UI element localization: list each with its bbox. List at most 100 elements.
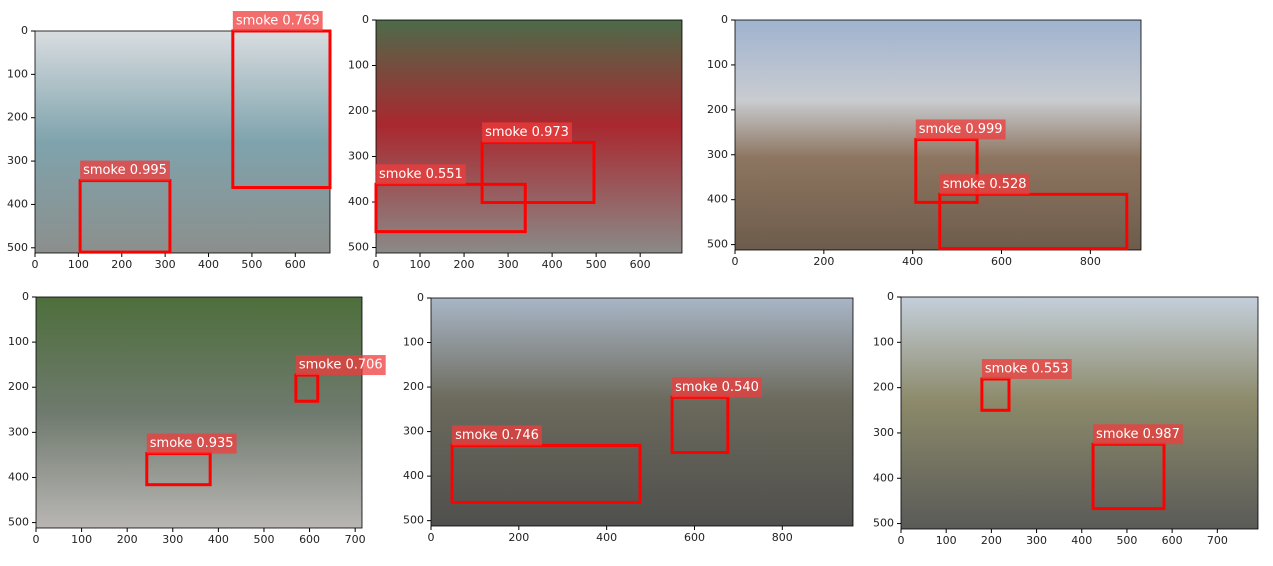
panel: 0 200 400 600 800 0 100 200 300 400 500 smoke 0.999… [707, 13, 1142, 268]
detection-label: smoke 0.528 [943, 177, 1027, 192]
x-tick-label: 400 [902, 255, 923, 268]
y-tick-label: 200 [403, 380, 424, 393]
y-tick-label: 100 [873, 335, 894, 348]
y-tick-label: 400 [873, 471, 894, 484]
axes-frame [734, 19, 1142, 251]
y-tick-label: 100 [403, 336, 424, 349]
detection-label-bg [482, 122, 572, 143]
photo [35, 31, 330, 253]
detection-label-bg [1093, 424, 1183, 445]
x-tick-label: 300 [498, 258, 519, 271]
y-tick-label: 500 [7, 241, 28, 254]
y-tick-label: 500 [348, 241, 369, 254]
panel: 0 200 400 600 800 0 100 200 300 400 500 smoke 0.540… [403, 291, 854, 544]
x-tick-label: 500 [1116, 534, 1137, 547]
x-tick-label: 200 [981, 534, 1002, 547]
x-tick-label: 200 [111, 258, 132, 271]
panel: 0 100 200 300 400 500 600 0 100 200 300 400 500 smoke… [7, 11, 332, 271]
x-tick-label: 500 [586, 258, 607, 271]
axes-frame [375, 19, 683, 254]
panel: 0 100 200 300 400 500 600 0 100 200 300 400 500 smoke… [348, 13, 683, 271]
y-tick-label: 100 [707, 58, 728, 71]
detection-label: smoke 0.935 [150, 436, 234, 451]
y-tick-label: 100 [348, 59, 369, 72]
y-tick-label: 200 [8, 380, 29, 393]
x-tick-label: 0 [428, 531, 435, 544]
detection-label-bg [232, 11, 323, 31]
detection-label-bg [452, 425, 542, 446]
y-tick-label: 400 [403, 469, 424, 482]
x-tick-label: 0 [373, 258, 380, 271]
y-tick-label: 0 [22, 290, 29, 303]
x-tick-label: 100 [71, 533, 92, 546]
x-tick-label: 600 [630, 258, 651, 271]
photo [901, 297, 1258, 529]
detection-label: smoke 0.551 [379, 167, 463, 182]
y-tick-label: 300 [403, 425, 424, 438]
y-tick-label: 200 [7, 111, 28, 124]
y-tick-label: 200 [873, 381, 894, 394]
x-tick-label: 600 [299, 533, 320, 546]
detection-label: smoke 0.706 [299, 358, 383, 373]
detection-label: smoke 0.973 [485, 125, 569, 140]
y-tick-label: 400 [8, 470, 29, 483]
y-tick-label: 300 [8, 425, 29, 438]
x-tick-label: 200 [454, 258, 475, 271]
y-tick-label: 300 [348, 150, 369, 163]
y-tick-label: 300 [707, 148, 728, 161]
detection-label: smoke 0.999 [919, 122, 1003, 137]
y-tick-label: 300 [7, 154, 28, 167]
detection-label-bg [146, 433, 237, 454]
x-tick-label: 400 [542, 258, 563, 271]
y-tick-label: 200 [707, 103, 728, 116]
detection-label: smoke 0.769 [236, 14, 320, 29]
y-tick-label: 0 [362, 13, 369, 26]
detection-label-bg [376, 164, 466, 185]
x-tick-label: 400 [208, 533, 229, 546]
x-tick-label: 100 [936, 534, 957, 547]
axes-frame [430, 297, 854, 527]
panel: 0 100 200 300 400 500 600 700 0 100 200 300 400 500 sm… [873, 290, 1259, 547]
x-tick-label: 800 [772, 531, 793, 544]
axes-frame [900, 296, 1259, 530]
x-tick-label: 300 [155, 258, 176, 271]
y-tick-label: 0 [21, 24, 28, 37]
x-tick-label: 400 [198, 258, 219, 271]
x-tick-label: 400 [596, 531, 617, 544]
y-tick-label: 0 [721, 13, 728, 26]
panel: 0 100 200 300 400 500 600 700 0 100 200 300 400 500 sm… [8, 290, 386, 546]
y-tick-label: 400 [707, 193, 728, 206]
y-tick-label: 500 [707, 238, 728, 251]
detection-box [450, 443, 642, 504]
y-tick-label: 100 [7, 67, 28, 80]
x-tick-label: 600 [991, 255, 1012, 268]
detection-label-bg [80, 160, 170, 181]
detection-box [938, 192, 1129, 251]
y-tick-label: 500 [873, 517, 894, 530]
detection-label: smoke 0.746 [455, 428, 539, 443]
x-tick-label: 200 [117, 533, 138, 546]
y-tick-label: 500 [403, 514, 424, 527]
x-tick-label: 700 [345, 533, 366, 546]
detection-label: smoke 0.553 [985, 362, 1069, 377]
x-tick-label: 800 [1080, 255, 1101, 268]
y-tick-label: 200 [348, 104, 369, 117]
x-tick-label: 600 [1162, 534, 1183, 547]
x-tick-label: 200 [508, 531, 529, 544]
y-tick-label: 400 [348, 195, 369, 208]
detection-label-bg [981, 359, 1072, 380]
axes-frame [35, 296, 363, 529]
photo [36, 297, 362, 528]
y-tick-label: 0 [417, 291, 424, 304]
x-tick-label: 0 [732, 255, 739, 268]
detection-label-bg [295, 355, 386, 376]
x-tick-label: 500 [253, 533, 274, 546]
y-tick-label: 300 [873, 426, 894, 439]
x-tick-label: 500 [241, 258, 262, 271]
x-tick-label: 400 [1071, 534, 1092, 547]
photo [431, 298, 853, 526]
x-tick-label: 700 [1207, 534, 1228, 547]
y-tick-label: 500 [8, 516, 29, 529]
x-tick-label: 600 [285, 258, 306, 271]
